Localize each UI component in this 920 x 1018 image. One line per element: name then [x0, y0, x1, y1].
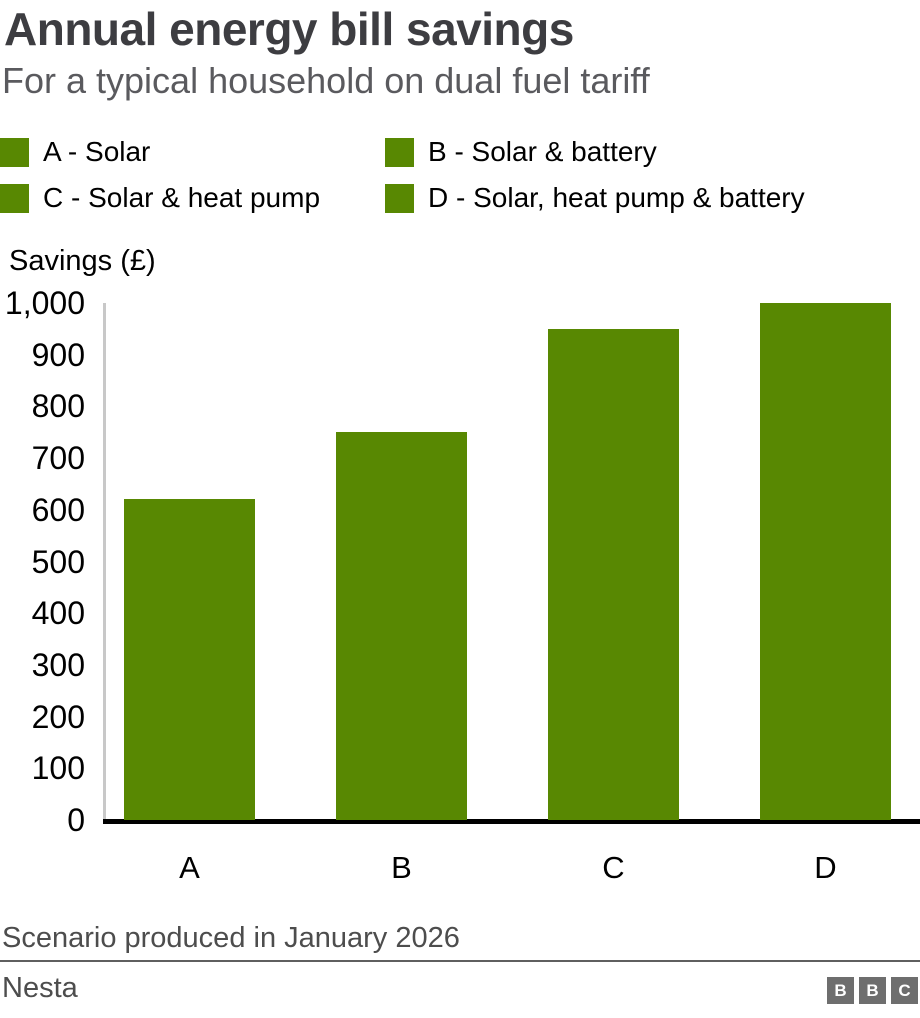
- y-tick-label: 1,000: [4, 285, 85, 321]
- y-axis-title: Savings (£): [9, 245, 156, 277]
- bbc-logo-block: B: [859, 977, 886, 1004]
- x-axis-baseline: [103, 819, 920, 824]
- y-tick-label: 900: [31, 336, 85, 373]
- y-tick-label: 800: [31, 388, 85, 425]
- footer-divider: [0, 960, 920, 962]
- x-category-label: A: [179, 850, 200, 885]
- bbc-logo-block: C: [891, 977, 918, 1004]
- footnote: Scenario produced in January 2026: [2, 922, 460, 954]
- legend-item-B: B - Solar & battery: [385, 136, 805, 167]
- chart-title: Annual energy bill savings: [4, 3, 574, 55]
- x-category-label: B: [391, 850, 412, 885]
- y-tick-label: 500: [31, 543, 85, 580]
- y-tick-label: 100: [31, 750, 85, 787]
- y-tick-label: 600: [31, 491, 85, 528]
- bar-D: [760, 303, 891, 820]
- x-category-label: D: [814, 850, 837, 885]
- source-label: Nesta: [2, 972, 78, 1004]
- legend-swatch-icon: [385, 137, 414, 167]
- bar-C: [548, 328, 679, 820]
- legend-label: B - Solar & battery: [428, 136, 657, 167]
- bar-B: [336, 432, 467, 820]
- legend-label: D - Solar, heat pump & battery: [428, 182, 805, 213]
- legend-item-A: A - Solar: [0, 136, 385, 167]
- y-tick-label: 700: [31, 440, 85, 477]
- legend-swatch-icon: [385, 183, 414, 213]
- bbc-logo-block: B: [827, 977, 854, 1004]
- legend-swatch-icon: [0, 137, 29, 167]
- y-tick-label: 300: [31, 646, 85, 683]
- y-axis-line: [103, 303, 106, 820]
- y-tick-label: 400: [31, 595, 85, 632]
- legend-swatch-icon: [0, 183, 29, 213]
- legend-label: C - Solar & heat pump: [43, 182, 321, 213]
- y-tick-label: 0: [67, 802, 85, 838]
- legend: A - Solar B - Solar & battery C - Solar & …: [0, 136, 805, 213]
- y-tick-label: 200: [31, 698, 85, 735]
- chart-subtitle: For a typical household on dual fuel tar…: [2, 60, 650, 101]
- legend-label: A - Solar: [43, 136, 151, 167]
- x-category-label: C: [602, 850, 625, 885]
- legend-item-D: D - Solar, heat pump & battery: [385, 182, 805, 213]
- bar-A: [124, 499, 255, 820]
- legend-item-C: C - Solar & heat pump: [0, 182, 385, 213]
